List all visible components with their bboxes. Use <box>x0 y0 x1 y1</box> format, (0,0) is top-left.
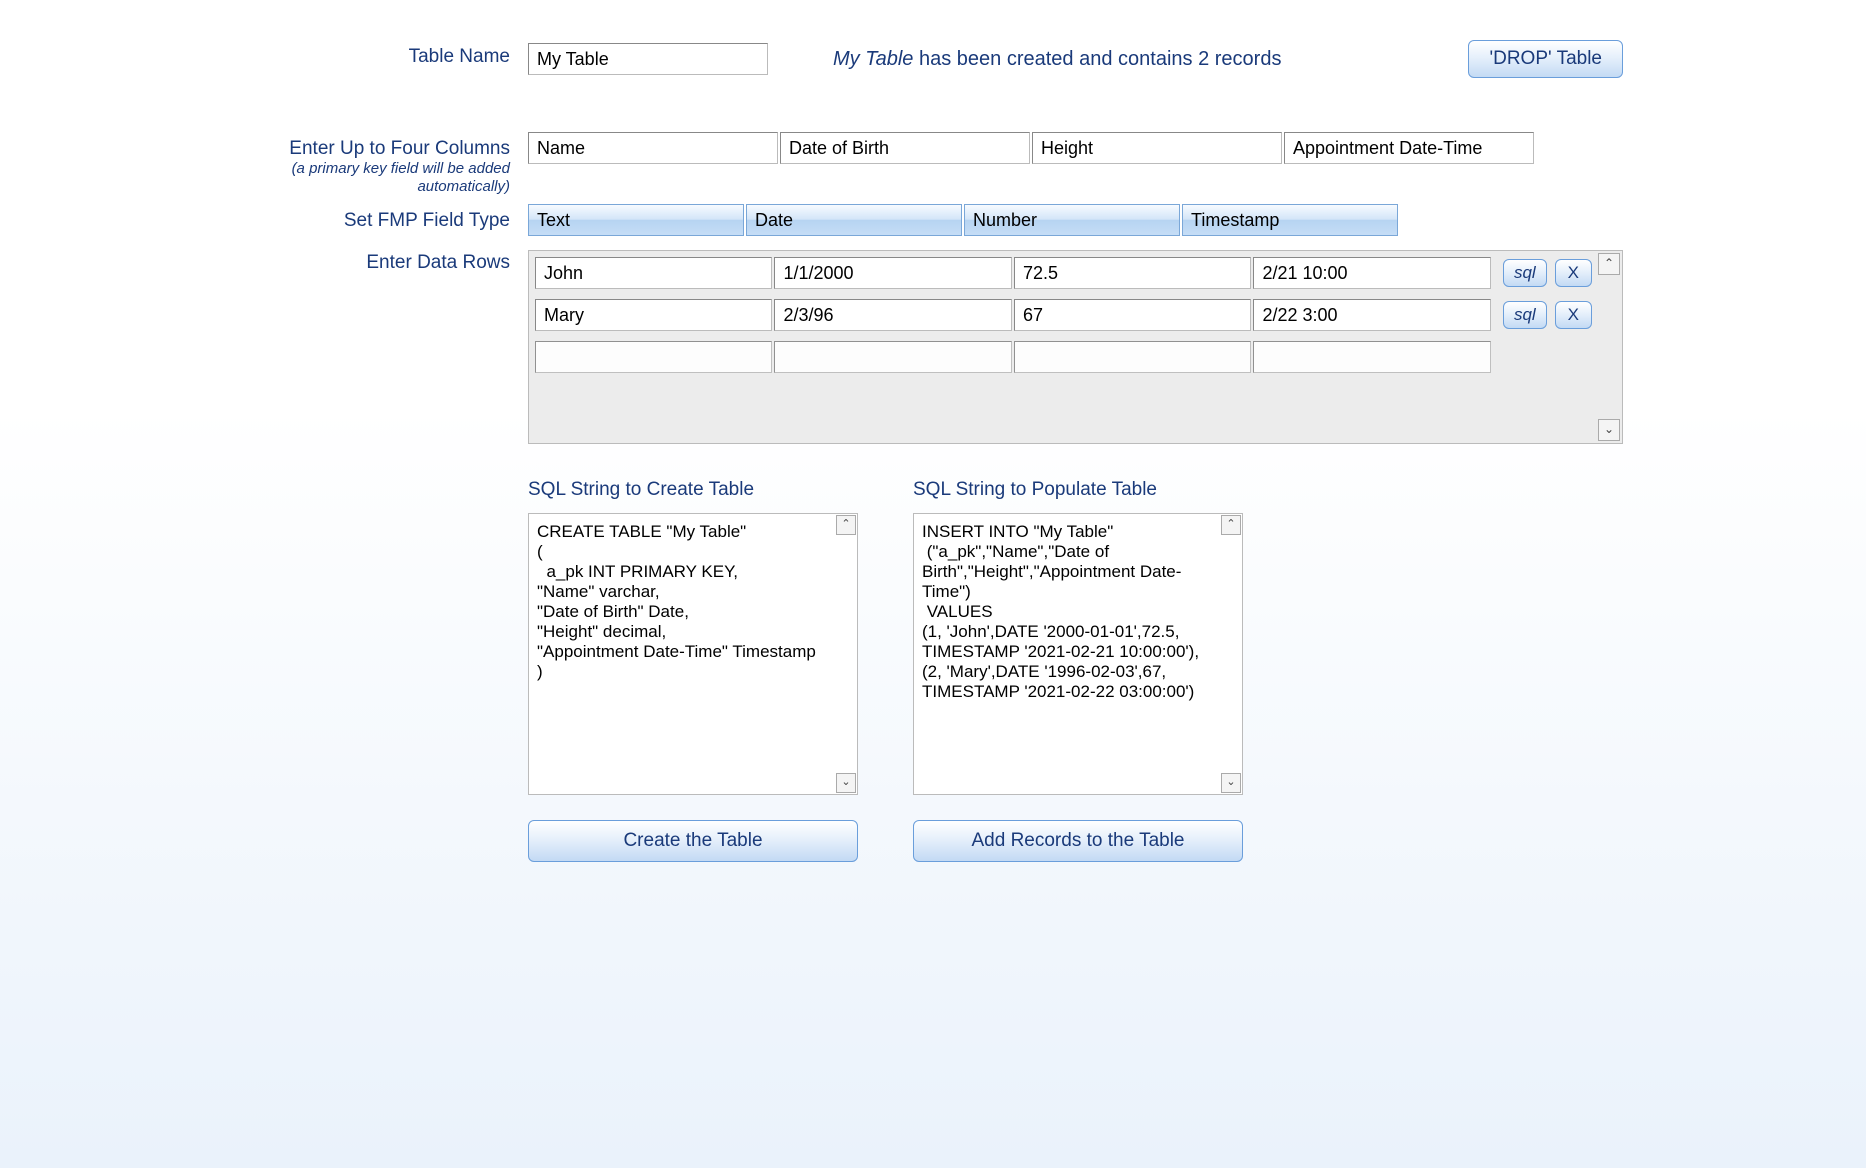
table-row: sql X <box>535 257 1592 289</box>
scroll-up-icon[interactable]: ⌃ <box>1598 253 1620 275</box>
columns-label: Enter Up to Four Columns (a primary key … <box>243 132 528 196</box>
sql-create-textarea[interactable]: CREATE TABLE "My Table" ( a_pk INT PRIMA… <box>529 514 833 794</box>
column-name-0[interactable] <box>528 132 778 164</box>
data-rows-panel: ⌃ ⌄ sql X <box>528 250 1623 444</box>
create-table-button[interactable]: Create the Table <box>528 820 858 862</box>
data-rows-label: Enter Data Rows <box>243 246 528 274</box>
row-sql-button[interactable]: sql <box>1503 259 1547 287</box>
table-name-input[interactable] <box>528 43 768 75</box>
cell-1-3[interactable] <box>1253 299 1490 331</box>
field-type-label: Set FMP Field Type <box>243 204 528 232</box>
cell-0-2[interactable] <box>1014 257 1251 289</box>
status-message: My Table has been created and contains 2… <box>788 48 1448 71</box>
sql-create-title: SQL String to Create Table <box>528 479 858 501</box>
field-type-0[interactable]: Text <box>528 204 744 236</box>
status-table-name: My Table <box>833 48 913 70</box>
row-delete-button[interactable]: X <box>1555 259 1592 287</box>
cell-0-0[interactable] <box>535 257 772 289</box>
sql-populate-title: SQL String to Populate Table <box>913 479 1243 501</box>
field-type-2[interactable]: Number <box>964 204 1180 236</box>
cell-1-1[interactable] <box>774 299 1011 331</box>
cell-2-3[interactable] <box>1253 341 1490 373</box>
cell-0-1[interactable] <box>774 257 1011 289</box>
status-text: has been created and contains 2 records <box>913 48 1281 70</box>
scroll-down-icon[interactable]: ⌄ <box>1221 773 1241 793</box>
cell-2-0[interactable] <box>535 341 772 373</box>
column-name-1[interactable] <box>780 132 1030 164</box>
add-records-button[interactable]: Add Records to the Table <box>913 820 1243 862</box>
scroll-down-icon[interactable]: ⌄ <box>1598 419 1620 441</box>
table-row: sql X <box>535 341 1592 373</box>
table-name-label: Table Name <box>243 40 528 68</box>
row-sql-button[interactable]: sql <box>1503 301 1547 329</box>
drop-table-button[interactable]: 'DROP' Table <box>1468 40 1623 78</box>
column-name-3[interactable] <box>1284 132 1534 164</box>
cell-1-0[interactable] <box>535 299 772 331</box>
scroll-up-icon[interactable]: ⌃ <box>836 515 856 535</box>
field-type-1[interactable]: Date <box>746 204 962 236</box>
row-delete-button[interactable]: X <box>1555 301 1592 329</box>
column-name-2[interactable] <box>1032 132 1282 164</box>
cell-1-2[interactable] <box>1014 299 1251 331</box>
table-row: sql X <box>535 299 1592 331</box>
scroll-up-icon[interactable]: ⌃ <box>1221 515 1241 535</box>
cell-2-1[interactable] <box>774 341 1011 373</box>
cell-2-2[interactable] <box>1014 341 1251 373</box>
cell-0-3[interactable] <box>1253 257 1490 289</box>
scroll-down-icon[interactable]: ⌄ <box>836 773 856 793</box>
field-type-3[interactable]: Timestamp <box>1182 204 1398 236</box>
sql-populate-textarea[interactable]: INSERT INTO "My Table" ("a_pk","Name","D… <box>914 514 1218 794</box>
